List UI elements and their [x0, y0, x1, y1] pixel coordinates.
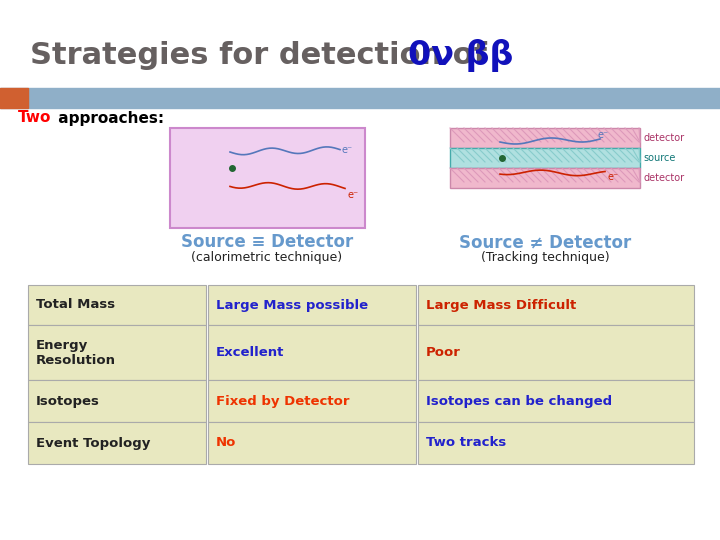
Bar	[208, 422, 416, 464]
Text: Event Topology: Event Topology	[36, 436, 150, 449]
Text: e⁻: e⁻	[342, 145, 353, 155]
Bar	[170, 128, 365, 228]
Text: (calorimetric technique): (calorimetric technique)	[192, 252, 343, 265]
Text: Fixed by Detector: Fixed by Detector	[216, 395, 349, 408]
Text: Source ≠ Detector: Source ≠ Detector	[459, 233, 631, 251]
Text: No: No	[216, 436, 236, 449]
Bar	[208, 380, 416, 422]
Bar	[418, 325, 694, 380]
Text: (Tracking technique): (Tracking technique)	[481, 252, 609, 265]
Text: Source ≡ Detector: Source ≡ Detector	[181, 233, 353, 251]
Bar	[450, 148, 640, 168]
Text: e⁻: e⁻	[597, 130, 608, 140]
Bar	[418, 285, 694, 325]
Text: Two: Two	[18, 111, 51, 125]
Text: Two tracks: Two tracks	[426, 436, 506, 449]
Text: approaches:: approaches:	[53, 111, 164, 125]
Bar	[28, 380, 206, 422]
Text: detector: detector	[643, 133, 684, 143]
Text: Energy
Resolution: Energy Resolution	[36, 339, 116, 367]
Text: Large Mass possible: Large Mass possible	[216, 299, 368, 312]
Bar	[0, 88, 28, 108]
Bar	[208, 325, 416, 380]
Text: Total Mass: Total Mass	[36, 299, 115, 312]
Text: Isotopes can be changed: Isotopes can be changed	[426, 395, 612, 408]
Bar	[28, 285, 206, 325]
Bar	[208, 285, 416, 325]
Text: 0ν ββ: 0ν ββ	[408, 38, 513, 71]
Bar	[28, 325, 206, 380]
Bar	[0, 88, 720, 108]
Bar	[418, 422, 694, 464]
Bar	[450, 168, 640, 188]
Text: Large Mass Difficult: Large Mass Difficult	[426, 299, 576, 312]
Text: detector: detector	[643, 173, 684, 183]
Bar	[28, 422, 206, 464]
Text: Excellent: Excellent	[216, 346, 284, 359]
Text: e⁻: e⁻	[347, 190, 358, 200]
Text: Strategies for detection of: Strategies for detection of	[30, 40, 498, 70]
Text: source: source	[643, 153, 675, 163]
Text: Isotopes: Isotopes	[36, 395, 100, 408]
Text: e⁻: e⁻	[607, 172, 618, 182]
Bar	[450, 128, 640, 148]
Bar	[418, 380, 694, 422]
Text: Poor: Poor	[426, 346, 461, 359]
